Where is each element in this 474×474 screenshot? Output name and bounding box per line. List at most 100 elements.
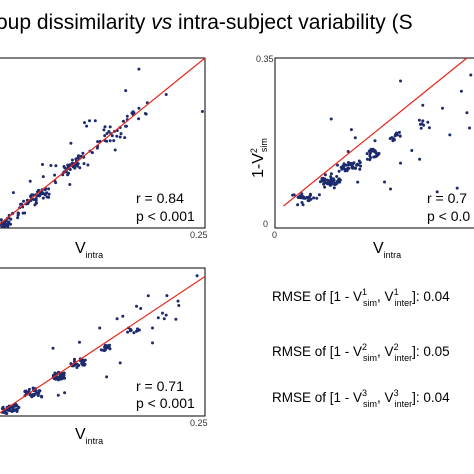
data-point [296, 203, 300, 207]
data-point [137, 106, 141, 110]
data-point [328, 178, 332, 182]
data-point [98, 326, 102, 330]
x-tick-zero: 0 [272, 230, 277, 240]
data-point [346, 163, 350, 167]
data-point [359, 164, 363, 168]
data-point [115, 317, 119, 321]
data-point [67, 171, 70, 175]
data-point [325, 181, 329, 185]
data-point [43, 193, 47, 197]
rmse-sub: sim [363, 353, 377, 363]
data-point [80, 362, 84, 365]
data-point [398, 134, 402, 138]
data-point [349, 128, 353, 132]
data-point [107, 130, 111, 133]
rmse-block: RMSE of [1 - V1 sim, V1 inter]: 0.04 RMSE … [272, 287, 450, 409]
data-point [62, 165, 66, 168]
data-point [137, 328, 141, 332]
x-tick-max: 0.25 [190, 418, 208, 428]
data-point [389, 187, 392, 191]
data-point [33, 203, 37, 207]
data-point [16, 216, 20, 220]
data-point [130, 111, 134, 115]
data-point [37, 391, 41, 395]
y-tick-max: 0.35 [256, 54, 274, 64]
data-point [320, 178, 324, 182]
y-axis-label-sub: sim [259, 138, 269, 152]
data-point [83, 358, 87, 362]
data-point [329, 117, 333, 121]
data-point [347, 161, 350, 164]
plot-frame [0, 57, 206, 229]
x-axis-label-sub: intra [86, 436, 104, 446]
data-point [151, 326, 154, 330]
data-point [11, 191, 15, 195]
data-point [41, 163, 44, 166]
data-point [124, 89, 128, 93]
correlation-label: r = 0.71 [136, 378, 184, 394]
data-point [383, 180, 386, 184]
data-point [418, 157, 422, 161]
p-value-label: p < 0.001 [136, 395, 195, 411]
data-point [88, 119, 91, 123]
data-point [417, 118, 421, 122]
data-point [161, 311, 164, 315]
data-point [77, 364, 81, 367]
rmse-post: ]: 0.05 [412, 344, 450, 359]
data-point [427, 126, 431, 130]
data-point [337, 178, 340, 182]
data-point [298, 194, 302, 198]
rmse-sub: inter [395, 298, 413, 308]
data-point [74, 163, 78, 167]
data-point [54, 181, 58, 185]
data-point [399, 79, 402, 83]
data-point [397, 130, 401, 134]
data-point [104, 348, 107, 352]
data-point [328, 183, 332, 187]
data-point [323, 177, 327, 181]
rmse-sub: sim [363, 399, 377, 409]
data-point [27, 387, 31, 391]
data-point [3, 224, 6, 228]
data-point [105, 132, 109, 135]
data-point [70, 158, 74, 162]
data-point [118, 361, 122, 365]
data-point [121, 314, 125, 318]
data-point [108, 139, 112, 143]
data-point [49, 164, 53, 167]
data-point [103, 125, 107, 129]
data-point [95, 146, 99, 150]
data-point [41, 175, 45, 179]
data-point [300, 201, 304, 204]
data-point [47, 192, 51, 196]
scatter-panel-bottom-left: r = 0.71 p < 0.001 0.25 Vintra [0, 267, 208, 446]
x-axis-label-base: V [373, 240, 384, 257]
data-point [151, 341, 154, 345]
data-point [448, 133, 452, 137]
data-point [16, 211, 20, 215]
data-point [76, 156, 80, 160]
data-point [341, 165, 345, 169]
data-point [103, 134, 107, 138]
data-point [422, 123, 426, 127]
data-point [28, 179, 32, 183]
data-point [421, 119, 425, 123]
rmse-line-1: RMSE of [1 - V1 sim, V1 inter]: 0.04 [272, 287, 450, 308]
scatter-panel-top-right: 0.35 0 0 r = 0.7 p < 0.0 Vintra 1-V2sim [249, 54, 474, 260]
data-points [0, 274, 199, 415]
data-point [4, 222, 8, 226]
data-point [38, 389, 42, 393]
data-point [15, 408, 19, 412]
data-point [332, 186, 336, 190]
data-point [164, 93, 168, 96]
data-point [441, 106, 444, 110]
data-point [83, 121, 86, 125]
rmse-sup: 2 [362, 342, 367, 352]
rmse-sup: 2 [394, 342, 399, 352]
correlation-label: r = 0.7 [427, 190, 467, 206]
data-point [82, 162, 86, 166]
fit-line [0, 57, 206, 225]
rmse-sub: inter [395, 399, 413, 409]
p-value-label: p < 0.0 [427, 208, 470, 224]
